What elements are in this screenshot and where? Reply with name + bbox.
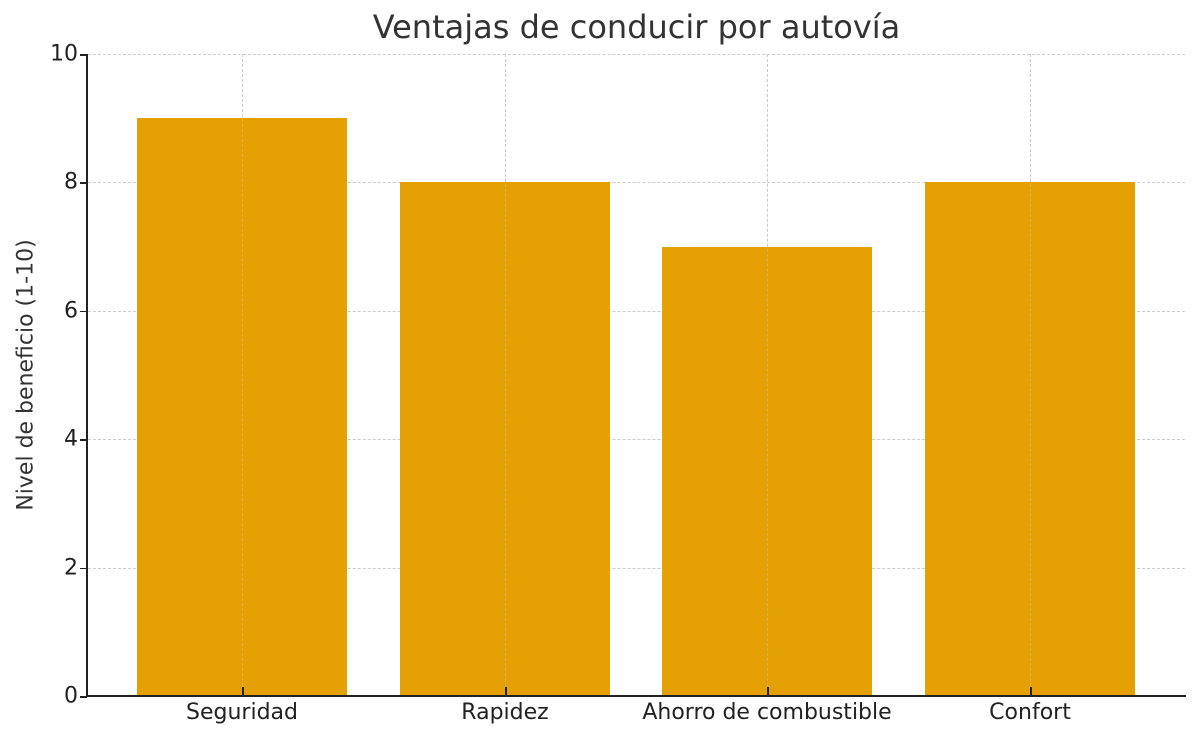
- y-axis-line: [86, 54, 88, 697]
- x-tick-label: Rapidez: [461, 700, 549, 725]
- y-tick-mark: [80, 310, 87, 313]
- x-axis-line: [86, 695, 1186, 697]
- gridline-vertical-overlay: [1030, 54, 1031, 696]
- bar-confort: [925, 182, 1135, 696]
- gridline-vertical-overlay: [242, 54, 243, 696]
- y-tick-label: 4: [64, 426, 78, 452]
- y-tick-mark: [80, 439, 87, 441]
- chart-title: Ventajas de conducir por autovía: [372, 8, 901, 46]
- y-axis-label: Nivel de beneficio (1-10): [13, 239, 39, 511]
- gridline-horizontal: [88, 54, 1185, 55]
- bar-seguridad: [137, 118, 347, 696]
- y-tick-mark: [80, 182, 87, 184]
- x-tick-mark: [1030, 687, 1032, 695]
- y-tick-mark: [80, 567, 87, 570]
- x-tick-mark: [505, 687, 507, 695]
- gridline-horizontal: [88, 182, 1185, 184]
- y-tick-label: 2: [64, 555, 78, 581]
- y-tick-label: 6: [64, 298, 78, 324]
- x-tick-label: Confort: [989, 700, 1071, 725]
- y-tick-label: 8: [64, 169, 78, 195]
- bar-ahorro-de-combustible: [662, 246, 872, 696]
- gridline-vertical-overlay: [505, 54, 506, 696]
- x-tick-mark: [767, 687, 769, 695]
- y-tick-label: 10: [50, 41, 78, 67]
- gridline-vertical-overlay: [767, 54, 768, 696]
- gridline-horizontal: [88, 310, 1185, 312]
- plot-area: [88, 54, 1185, 696]
- x-tick-mark: [242, 687, 244, 695]
- y-tick-mark: [80, 54, 87, 56]
- x-tick-label: Seguridad: [186, 700, 298, 725]
- x-tick-label: Ahorro de combustible: [642, 700, 892, 725]
- gridline-horizontal: [88, 567, 1185, 569]
- bar-rapidez: [400, 182, 610, 696]
- y-tick-mark: [80, 696, 87, 698]
- gridline-horizontal: [88, 439, 1185, 441]
- y-tick-label: 0: [64, 683, 78, 709]
